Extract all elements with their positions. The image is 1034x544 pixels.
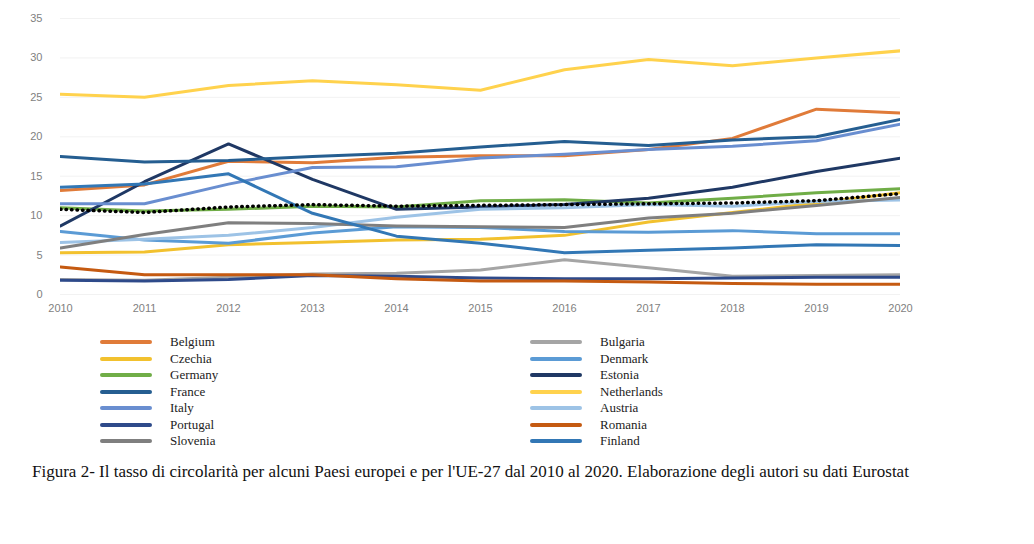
svg-text:2019: 2019 <box>804 302 828 314</box>
svg-text:2010: 2010 <box>48 302 72 314</box>
svg-text:10: 10 <box>30 209 42 221</box>
svg-text:25: 25 <box>30 91 42 103</box>
html-text:Denmark: Denmark <box>600 350 649 366</box>
svg-text:2017: 2017 <box>636 302 660 314</box>
html-text:Finland: Finland <box>600 433 640 449</box>
html-text:Estonia: Estonia <box>600 367 639 383</box>
svg-text:15: 15 <box>30 170 42 182</box>
html-text:France: France <box>170 383 206 399</box>
html-text:Bulgaria: Bulgaria <box>600 334 645 350</box>
html-text:Slovenia: Slovenia <box>170 433 216 449</box>
svg-text:35: 35 <box>30 12 42 24</box>
svg-text:2016: 2016 <box>552 302 576 314</box>
svg-text:2020: 2020 <box>888 302 912 314</box>
html-text:Czechia: Czechia <box>170 350 212 366</box>
html-text:Belgium: Belgium <box>170 334 215 350</box>
html-text:Portugal: Portugal <box>170 416 215 432</box>
svg-text:2013: 2013 <box>300 302 324 314</box>
html-text:Austria: Austria <box>600 400 639 416</box>
html-text:Romania: Romania <box>600 416 647 432</box>
html-text:Italy: Italy <box>170 400 194 416</box>
svg-text:2014: 2014 <box>384 302 408 314</box>
svg-text:2015: 2015 <box>468 302 492 314</box>
svg-text:2011: 2011 <box>133 302 157 314</box>
svg-text:2018: 2018 <box>720 302 744 314</box>
svg-text:0: 0 <box>36 288 42 300</box>
svg-text:5: 5 <box>36 249 42 261</box>
html-text:Germany: Germany <box>170 367 219 383</box>
html-text:Netherlands: Netherlands <box>600 383 663 399</box>
html-text:Figura 2- Il tasso di circolar: Figura 2- Il tasso di circolarità per al… <box>32 462 909 481</box>
svg-text:30: 30 <box>30 51 42 63</box>
svg-text:2012: 2012 <box>216 302 240 314</box>
svg-text:20: 20 <box>30 130 42 142</box>
